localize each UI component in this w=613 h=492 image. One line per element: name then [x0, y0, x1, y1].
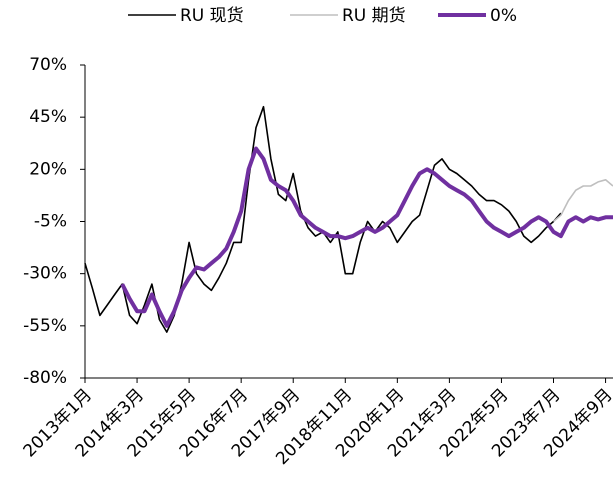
- y-tick-label: -30%: [23, 264, 67, 284]
- y-tick-label: -5%: [34, 212, 67, 232]
- series-line: [552, 179, 613, 223]
- series-line: [120, 146, 613, 328]
- y-tick-label: 20%: [29, 159, 67, 179]
- series-line: [84, 105, 562, 333]
- legend-label: 0%: [490, 6, 517, 26]
- y-tick-label: -55%: [23, 316, 67, 336]
- y-tick-label: 45%: [29, 107, 67, 127]
- legend-label: RU 期货: [342, 6, 406, 26]
- y-tick-label: -80%: [23, 368, 67, 388]
- y-tick-label: 70%: [29, 55, 67, 75]
- legend-label: RU 现货: [180, 6, 244, 26]
